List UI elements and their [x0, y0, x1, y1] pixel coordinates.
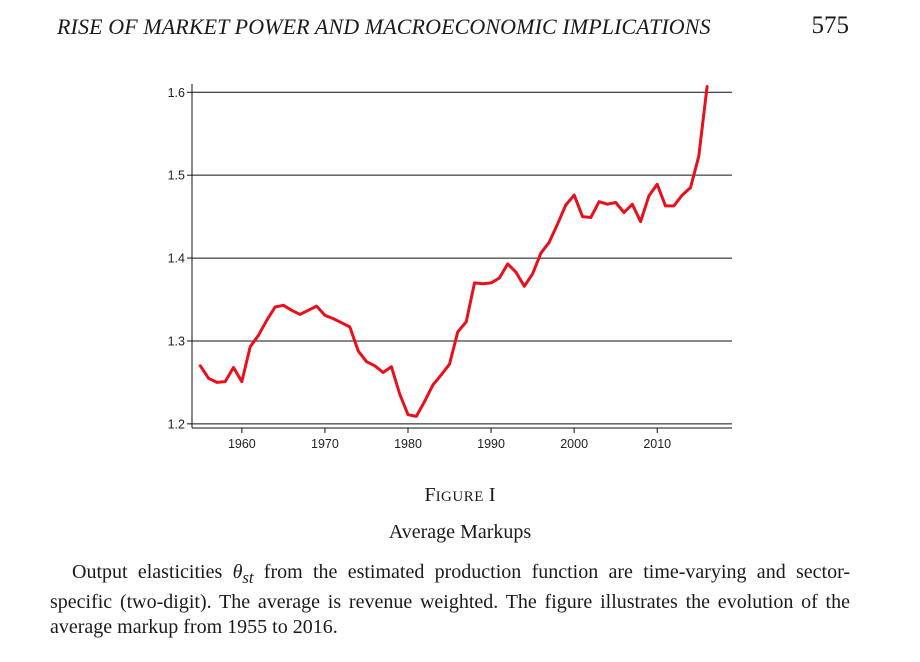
y-tick-label: 1.3	[168, 334, 185, 348]
y-tick-label: 1.6	[168, 86, 185, 100]
x-tick-label: 1990	[477, 437, 505, 451]
axes: 1.2 1.3 1.4 1.5 1.6 1960 1970 1980 1990 2000 2010	[168, 84, 732, 451]
figure-label: FIGURE I	[424, 484, 496, 506]
theta-symbol: θ	[232, 561, 243, 583]
figure-title: Average Markups	[388, 521, 532, 543]
x-tick-label: 2010	[643, 437, 671, 451]
y-tick-label: 1.4	[168, 252, 185, 266]
series-line-average-markup	[198, 85, 709, 418]
running-head: RISE OF MARKET POWER AND MACROECONOMIC I…	[57, 10, 849, 44]
x-tick-label: 2000	[560, 437, 588, 451]
gridlines	[192, 91, 732, 425]
markup-line-chart: 1.2 1.3 1.4 1.5 1.6 1960 1970 1980 1990 2000 2010	[168, 84, 732, 451]
y-tick-label: 1.2	[168, 417, 185, 431]
x-tick-label: 1980	[394, 437, 422, 451]
figure-caption: Output elasticities θst from the estimat…	[50, 561, 850, 638]
x-tick-label: 1970	[311, 437, 339, 451]
running-head-title: RISE OF MARKET POWER AND MACROECONOMIC I…	[57, 14, 711, 39]
series	[198, 85, 709, 418]
x-tick-label: 1960	[228, 437, 256, 451]
page-number: 575	[811, 12, 850, 39]
y-tick-label: 1.5	[168, 169, 185, 183]
